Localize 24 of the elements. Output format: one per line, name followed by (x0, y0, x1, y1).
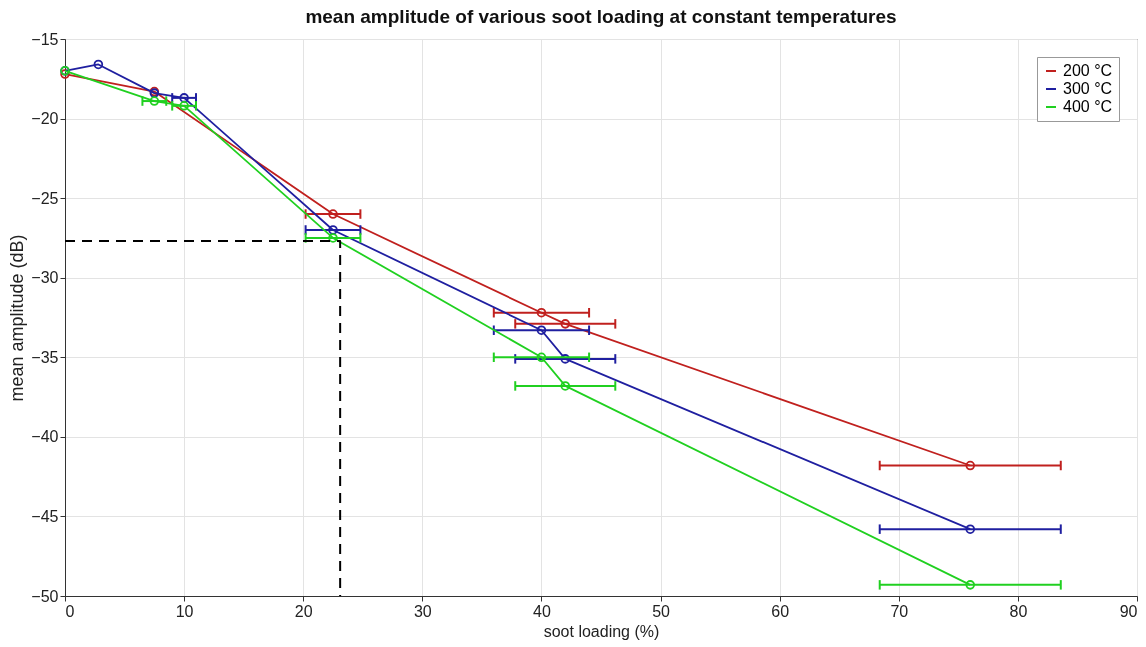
x-tick-label: 90 (1119, 602, 1138, 620)
x-tick-label: 80 (1009, 602, 1028, 620)
legend-label: 400 °C (1063, 98, 1113, 115)
x-tick-label: 0 (65, 602, 75, 620)
x-tick-label: 30 (413, 602, 432, 620)
y-tick-label: −30 (31, 269, 59, 287)
y-tick-label: −20 (31, 110, 59, 128)
legend-label: 300 °C (1063, 80, 1113, 97)
x-tick-label: 40 (533, 602, 551, 620)
y-tick-label: −35 (31, 348, 59, 366)
y-axis-title: mean amplitude (dB) (7, 234, 28, 402)
x-tick-label: 70 (890, 602, 909, 620)
y-tick-label: −15 (31, 30, 59, 48)
y-tick-label: −40 (31, 428, 59, 446)
x-tick-label: 10 (175, 602, 194, 620)
legend-label: 200 °C (1063, 62, 1113, 79)
x-tick-label: 60 (771, 602, 790, 620)
y-tick-label: −25 (31, 189, 59, 207)
x-tick-label: 20 (294, 602, 313, 620)
x-axis-title: soot loading (%) (543, 622, 660, 640)
chart-title: mean amplitude of various soot loading at constant temperatures (305, 6, 897, 27)
y-tick-label: −45 (31, 507, 59, 525)
x-tick-label: 50 (652, 602, 671, 620)
y-tick-label: −50 (31, 587, 59, 605)
